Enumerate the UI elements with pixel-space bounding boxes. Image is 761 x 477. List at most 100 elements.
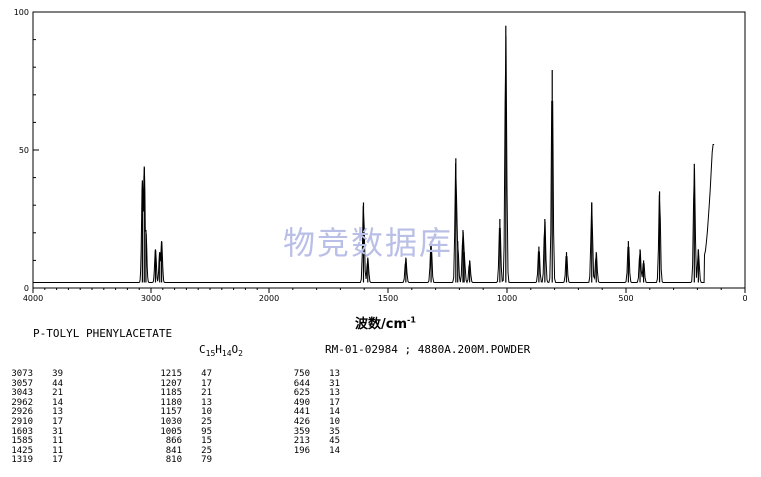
peak-intensity: 47 (201, 369, 212, 379)
formula-hydrogen: H (215, 343, 222, 356)
peak-table-row: 1319 17 (7, 456, 63, 466)
x-tick-label: 500 (618, 294, 633, 303)
peak-intensity: 14 (52, 397, 63, 408)
x-tick-label: 0 (742, 294, 747, 303)
watermark: 物竞数据库 (283, 224, 454, 262)
peak-wavenumber: 441 (293, 407, 310, 418)
peak-wavenumber: 359 (293, 426, 310, 437)
x-axis-label-text: 波数/cm (355, 317, 408, 332)
x-tick-label: 1500 (378, 294, 398, 303)
peak-table-row: 1180 13 (156, 397, 212, 409)
peak-intensity: 45 (329, 436, 340, 447)
peak-intensity: 13 (329, 369, 340, 379)
peak-table-column-3: 750 13 644 31 625 13 490 17 441 14 426 10 359 35 213 45… (284, 369, 340, 457)
peak-table-row: 441 14 (284, 408, 340, 418)
peak-table-row: 213 45 (284, 437, 340, 447)
peak-wavenumber: 866 (165, 436, 182, 447)
peak-wavenumber: 750 (293, 369, 310, 379)
peak-wavenumber: 1319 (11, 455, 33, 466)
peak-wavenumber: 841 (165, 445, 182, 456)
y-tick-label: 0 (24, 284, 29, 293)
peak-wavenumber: 1425 (11, 445, 33, 456)
peak-intensity: 39 (52, 369, 63, 379)
formula-oxygen: O (231, 343, 239, 356)
peak-wavenumber: 1207 (160, 378, 182, 389)
y-tick-label: 50 (19, 146, 29, 155)
peak-intensity: 11 (52, 436, 63, 447)
axis-tick-labels: 4000 3000 2000 1500 1000 500 0 0 50 100 (14, 8, 748, 303)
peak-intensity: 17 (52, 416, 63, 427)
molecular-formula: C15H14O2 (199, 343, 243, 358)
peak-intensity: 15 (201, 436, 212, 447)
peak-table-row: 2962 14 (7, 397, 63, 409)
peak-table-row: 1030 25 (156, 416, 212, 428)
peak-intensity: 17 (329, 397, 340, 408)
compound-name: P-TOLYL PHENYLACETATE (33, 327, 173, 340)
peak-wavenumber: 810 (165, 455, 182, 466)
peak-intensity: 31 (329, 378, 340, 389)
peak-wavenumber: 1180 (160, 397, 182, 408)
x-tick-label: 2000 (259, 294, 279, 303)
ir-spectrum-chart: 4000 3000 2000 1500 1000 500 0 0 50 100 (14, 8, 748, 303)
peak-table-column-2: 1215 47 1207 17 1185 21 1180 13 1157 10 1030 25 1005… (156, 369, 212, 466)
spectrum-trace (33, 35, 715, 284)
peak-wavenumber: 1157 (160, 407, 182, 418)
peak-table-column-1: 3073 39 3057 44 3043 21 2962 14 2926 13 2910 17 1603… (7, 369, 63, 466)
peak-wavenumber: 426 (293, 416, 310, 427)
peak-table-row: 625 13 (284, 389, 340, 399)
peak-intensity: 79 (201, 455, 212, 466)
peak-table-row: 3073 39 (7, 369, 63, 380)
peak-wavenumber: 625 (293, 388, 310, 399)
peak-intensity: 14 (329, 445, 340, 456)
x-tick-label: 3000 (141, 294, 161, 303)
peak-wavenumber: 1585 (11, 436, 33, 447)
peak-intensity: 25 (201, 416, 212, 427)
x-axis-label: 波数/cm-1 (355, 313, 416, 332)
peak-intensity: 17 (52, 455, 63, 466)
peak-table-row: 2926 13 (7, 408, 63, 418)
peak-table-row: 644 31 (284, 378, 340, 390)
peak-wavenumber: 3043 (11, 388, 33, 399)
peak-wavenumber: 2962 (11, 397, 33, 408)
peak-intensity: 13 (52, 407, 63, 418)
peak-wavenumber: 490 (293, 397, 310, 408)
peak-intensity: 10 (201, 407, 212, 418)
peak-intensity: 95 (201, 426, 212, 437)
peak-intensity: 10 (329, 416, 340, 427)
peak-wavenumber: 644 (293, 378, 310, 389)
peak-intensity: 25 (201, 445, 212, 456)
peak-table-row: 359 35 (284, 426, 340, 438)
axis-ticks (32, 11, 746, 293)
peak-table-row: 1603 31 (7, 426, 63, 438)
formula-oxygen-count: 2 (238, 349, 243, 359)
peak-intensity: 44 (52, 378, 63, 389)
formula-carbon-count: 15 (205, 349, 216, 359)
peak-table-row: 866 15 (156, 437, 212, 447)
catalog-info: RM-01-02984 ; 4880A.200M.POWDER (325, 343, 531, 356)
x-axis-label-unit-exponent: -1 (407, 315, 416, 325)
peak-table-row: 750 13 (284, 369, 340, 380)
peak-table-row: 1585 11 (7, 437, 63, 447)
peak-intensity: 13 (329, 388, 340, 399)
peak-table-row: 1157 10 (156, 408, 212, 418)
peak-intensity: 31 (52, 426, 63, 437)
peak-wavenumber: 196 (293, 445, 310, 456)
peak-table-row: 3043 21 (7, 389, 63, 399)
peak-wavenumber: 1603 (11, 426, 33, 437)
peak-wavenumber: 1030 (160, 416, 182, 427)
spectrum-peaks (141, 25, 699, 283)
peak-wavenumber: 2926 (11, 407, 33, 418)
peak-wavenumber: 3073 (11, 369, 33, 379)
peak-table-row: 490 17 (284, 397, 340, 409)
peak-wavenumber: 1215 (160, 369, 182, 379)
formula-carbon: C (199, 343, 206, 356)
peak-table-row: 1207 17 (156, 378, 212, 390)
peak-intensity: 17 (201, 378, 212, 389)
peak-table-row: 2910 17 (7, 416, 63, 428)
peak-table-row: 1425 11 (7, 445, 63, 457)
formula-hydrogen-count: 14 (221, 349, 232, 359)
x-tick-label: 4000 (23, 294, 43, 303)
peak-table-row: 196 14 (284, 445, 340, 457)
peak-intensity: 13 (201, 397, 212, 408)
peak-table-row: 810 79 (156, 456, 212, 466)
